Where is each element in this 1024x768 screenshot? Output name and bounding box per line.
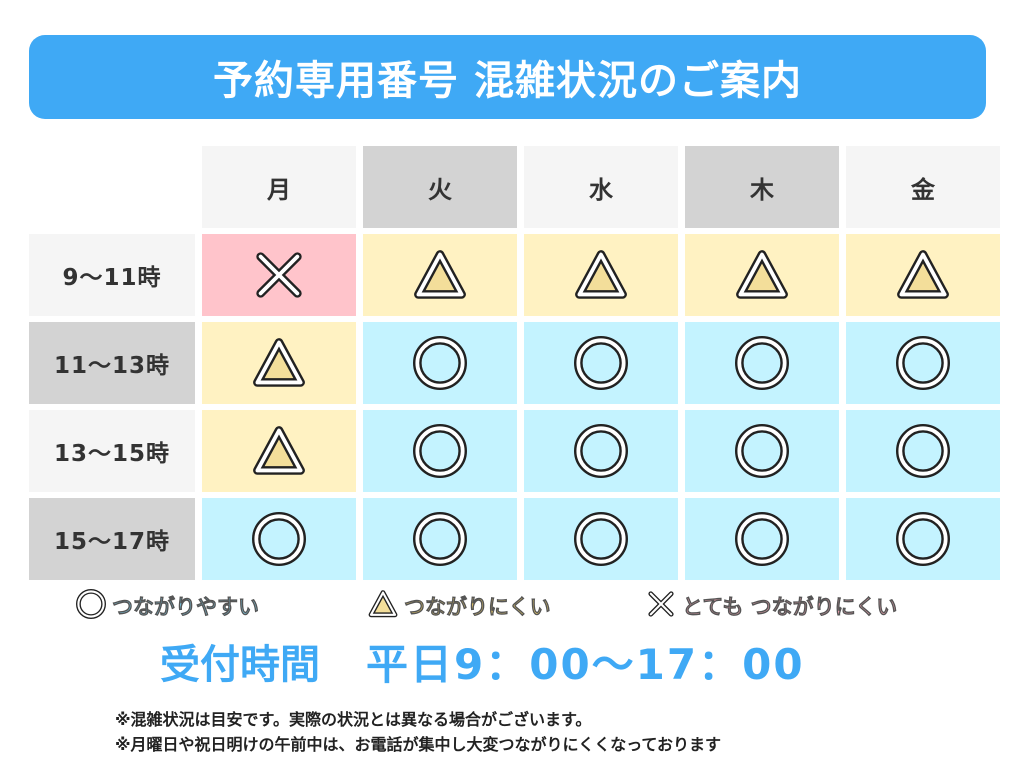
title-banner: 予約専用番号 混雑状況のご案内: [29, 35, 986, 119]
status-cell: [846, 322, 1000, 404]
legend: つながりやすい つながりにくい とても つながりにくい: [0, 588, 1024, 624]
table-corner: [29, 146, 195, 228]
triangle-icon: [413, 248, 467, 302]
circle-icon: [896, 424, 950, 478]
status-cell: [524, 322, 678, 404]
congestion-table: 月 火 水 木 金 9〜11時 11〜13時 13〜15時 15〜17時: [29, 146, 1000, 580]
day-label: 火: [428, 175, 452, 204]
status-cell: [685, 410, 839, 492]
day-header-wed: 水: [524, 146, 678, 228]
day-header-thu: 木: [685, 146, 839, 228]
legend-item-triangle: つながりにくい: [368, 588, 551, 624]
triangle-icon: [735, 248, 789, 302]
legend-label: とても つながりにくい: [682, 595, 898, 620]
legend-item-x: とても つながりにくい: [646, 588, 898, 624]
day-label: 月: [267, 175, 291, 204]
status-cell: [846, 498, 1000, 580]
triangle-icon: [896, 248, 950, 302]
circle-icon: [896, 512, 950, 566]
status-cell: [524, 234, 678, 316]
status-cell: [524, 410, 678, 492]
legend-label: つながりにくい: [404, 595, 551, 620]
triangle-icon: [252, 336, 306, 390]
status-cell: [363, 234, 517, 316]
circle-icon: [574, 512, 628, 566]
business-hours: 受付時間 平日9：00〜17：00: [160, 630, 900, 692]
circle-icon: [413, 512, 467, 566]
day-header-mon: 月: [202, 146, 356, 228]
time-label-row-1: 9〜11時: [29, 234, 195, 316]
time-label-row-2: 11〜13時: [29, 322, 195, 404]
circle-icon: [252, 512, 306, 566]
day-label: 木: [750, 175, 774, 204]
status-cell: [202, 410, 356, 492]
legend-item-circle: つながりやすい: [76, 588, 259, 624]
triangle-icon: [368, 589, 398, 624]
status-cell: [524, 498, 678, 580]
circle-icon: [76, 588, 106, 624]
status-cell: [363, 410, 517, 492]
day-label: 金: [911, 175, 935, 204]
status-cell: [363, 498, 517, 580]
status-cell: [202, 322, 356, 404]
note-2: ※月曜日や祝日明けの午前中は、お電話が集中し大変つながりにくくなっております: [115, 735, 721, 754]
triangle-icon: [574, 248, 628, 302]
x-icon: [646, 589, 676, 624]
hours-value: 平日9：00〜17：00: [366, 639, 805, 689]
circle-icon: [574, 336, 628, 390]
circle-icon: [413, 336, 467, 390]
status-cell: [685, 234, 839, 316]
status-cell: [202, 234, 356, 316]
status-cell: [846, 410, 1000, 492]
circle-icon: [735, 424, 789, 478]
page-title: 予約専用番号 混雑状況のご案内: [213, 58, 802, 104]
status-cell: [685, 322, 839, 404]
time-text: 13〜15時: [53, 441, 170, 467]
status-cell: [685, 498, 839, 580]
triangle-icon: [252, 424, 306, 478]
status-cell: [846, 234, 1000, 316]
hours-label: 受付時間: [160, 642, 320, 688]
note-1: ※混雑状況は目安です。実際の状況とは異なる場合がございます。: [115, 710, 592, 729]
circle-icon: [574, 424, 628, 478]
time-label-row-4: 15〜17時: [29, 498, 195, 580]
status-cell: [363, 322, 517, 404]
day-header-tue: 火: [363, 146, 517, 228]
day-label: 水: [589, 175, 613, 204]
time-text: 15〜17時: [53, 529, 170, 555]
time-text: 11〜13時: [53, 353, 170, 379]
circle-icon: [413, 424, 467, 478]
status-cell: [202, 498, 356, 580]
circle-icon: [735, 512, 789, 566]
day-header-fri: 金: [846, 146, 1000, 228]
circle-icon: [735, 336, 789, 390]
x-icon: [252, 248, 306, 302]
time-label-row-3: 13〜15時: [29, 410, 195, 492]
time-text: 9〜11時: [62, 265, 162, 291]
circle-icon: [896, 336, 950, 390]
legend-label: つながりやすい: [112, 595, 260, 620]
